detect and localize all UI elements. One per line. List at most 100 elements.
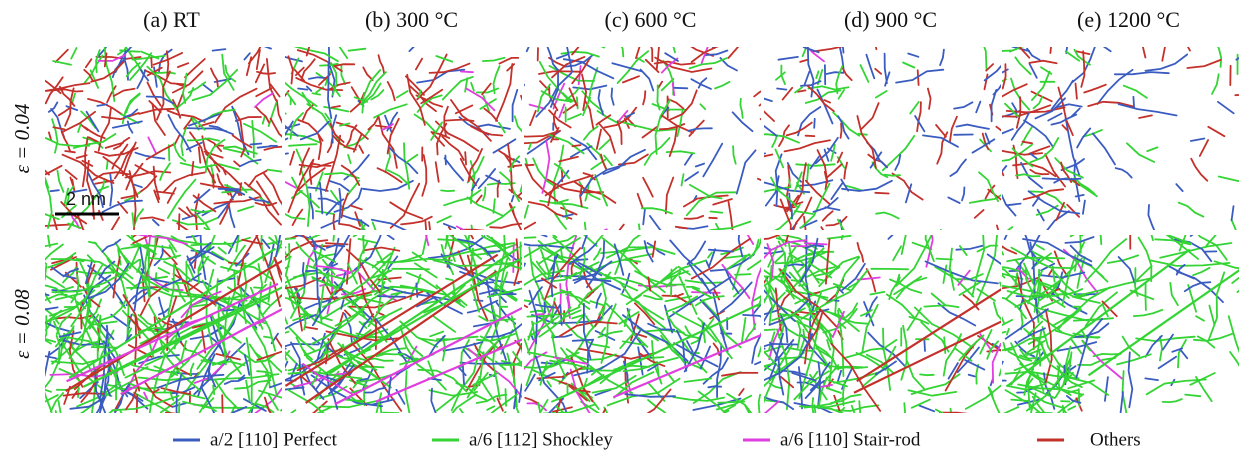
dislocation-segment bbox=[553, 356, 589, 365]
dislocation-segment bbox=[129, 52, 153, 81]
dislocation-segment bbox=[764, 365, 779, 375]
dislocation-segment bbox=[537, 245, 583, 271]
dislocation-segment bbox=[685, 191, 737, 217]
dislocation-segment bbox=[358, 320, 368, 329]
dislocation-segment bbox=[442, 222, 457, 230]
dislocation-segment bbox=[1002, 128, 1014, 135]
dislocation-segment bbox=[783, 201, 804, 212]
dislocation-segment bbox=[237, 374, 246, 382]
dislocation-segment bbox=[647, 322, 676, 331]
dislocation-segment bbox=[256, 70, 276, 75]
dislocation-segment bbox=[107, 384, 127, 391]
dislocation-segment bbox=[192, 194, 217, 213]
dislocation-segment bbox=[562, 92, 577, 103]
dislocation-segment bbox=[618, 109, 629, 122]
dislocation-segment bbox=[524, 133, 554, 145]
dislocation-segment bbox=[923, 304, 960, 308]
dislocation-segment bbox=[177, 87, 195, 108]
dislocation-segment bbox=[1038, 350, 1042, 367]
dislocation-segment bbox=[1044, 153, 1066, 188]
dislocation-segment bbox=[1066, 177, 1098, 198]
dislocation-segment bbox=[715, 222, 721, 230]
dislocation-segment bbox=[193, 188, 211, 204]
dislocation-segment bbox=[823, 148, 830, 162]
dislocation-segment bbox=[665, 295, 699, 313]
dislocation-segment bbox=[125, 388, 138, 410]
dislocation-segment bbox=[356, 241, 369, 272]
dislocation-segment bbox=[459, 408, 465, 413]
dislocation-segment bbox=[676, 329, 688, 372]
dislocation-segment bbox=[961, 186, 966, 202]
dislocation-segment bbox=[643, 240, 654, 263]
dislocation-segment bbox=[524, 243, 548, 247]
dislocation-segment bbox=[525, 47, 530, 53]
dislocation-segment bbox=[865, 53, 876, 80]
dislocation-segment bbox=[634, 302, 656, 326]
dislocation-segment bbox=[200, 325, 207, 354]
dislocation-segment bbox=[285, 255, 292, 262]
dislocation-segment bbox=[377, 269, 392, 283]
dislocation-segment bbox=[808, 262, 833, 279]
labels: (a) RT (b) 300 °C (c) 600 °C (d) 900 °C (e) … bbox=[10, 7, 1180, 450]
dislocation-segment bbox=[50, 265, 77, 280]
dislocation-segment bbox=[571, 314, 585, 320]
dislocation-segment bbox=[363, 381, 367, 407]
dislocation-segment bbox=[764, 257, 794, 287]
dislocation-segment bbox=[329, 180, 350, 192]
dislocation-segment bbox=[341, 214, 370, 227]
dislocation-segment bbox=[707, 385, 722, 389]
dislocation-segment bbox=[188, 281, 200, 291]
dislocation-segment bbox=[223, 241, 233, 249]
dislocation-segment bbox=[677, 265, 691, 276]
dislocation-segment bbox=[959, 245, 968, 256]
dislocation-segment bbox=[599, 326, 606, 336]
dislocation-segment bbox=[562, 213, 574, 218]
dislocation-segment bbox=[238, 158, 262, 168]
dislocation-segment bbox=[781, 86, 794, 101]
dislocation-segment bbox=[197, 146, 202, 164]
dislocation-segment bbox=[292, 67, 305, 82]
dislocation-segment bbox=[290, 341, 306, 396]
dislocation-segment bbox=[1027, 320, 1044, 336]
dislocation-segment bbox=[830, 182, 844, 200]
dislocation-segment bbox=[1057, 288, 1084, 296]
dislocation-segment bbox=[694, 162, 705, 168]
dislocation-segment bbox=[175, 92, 184, 111]
dislocation-segment bbox=[464, 77, 469, 93]
panel bbox=[1002, 235, 1239, 413]
dislocation-segment bbox=[582, 277, 612, 283]
dislocation-segment bbox=[128, 382, 206, 400]
dislocation-segment bbox=[1051, 265, 1056, 283]
dislocation-segment bbox=[95, 49, 101, 74]
dislocation-segment bbox=[564, 412, 569, 413]
dislocation-segment bbox=[804, 244, 825, 249]
dislocation-segment bbox=[613, 364, 650, 371]
dislocation-segment bbox=[764, 369, 766, 371]
dislocation-segment bbox=[587, 66, 599, 104]
dislocation-segment bbox=[126, 120, 134, 134]
dislocation-segment bbox=[883, 173, 901, 177]
dislocation-segment bbox=[47, 235, 51, 248]
dislocation-segment bbox=[537, 83, 551, 113]
dislocation-segment bbox=[684, 171, 699, 182]
dislocation-segment bbox=[567, 113, 582, 121]
dislocation-segment bbox=[227, 235, 240, 254]
dislocation-segment bbox=[214, 379, 241, 411]
dislocation-segment bbox=[58, 331, 82, 338]
dislocation-segment bbox=[768, 331, 776, 351]
dislocation-segment bbox=[203, 227, 211, 230]
dislocation-segment bbox=[499, 256, 509, 289]
dislocation-segment bbox=[647, 364, 659, 372]
dislocation-segment bbox=[48, 131, 52, 141]
dislocation-segment bbox=[830, 393, 862, 404]
dislocation-segment bbox=[764, 153, 774, 158]
dislocation-segment bbox=[340, 299, 345, 310]
dislocation-segment bbox=[132, 235, 153, 245]
dislocation-segment bbox=[330, 105, 341, 109]
dislocation-segment bbox=[249, 142, 263, 146]
dislocation-segment bbox=[558, 320, 618, 338]
dislocation-segment bbox=[255, 87, 273, 98]
dislocation-segment bbox=[76, 301, 86, 310]
dislocation-segment bbox=[1092, 352, 1122, 358]
dislocation-segment bbox=[660, 57, 679, 74]
